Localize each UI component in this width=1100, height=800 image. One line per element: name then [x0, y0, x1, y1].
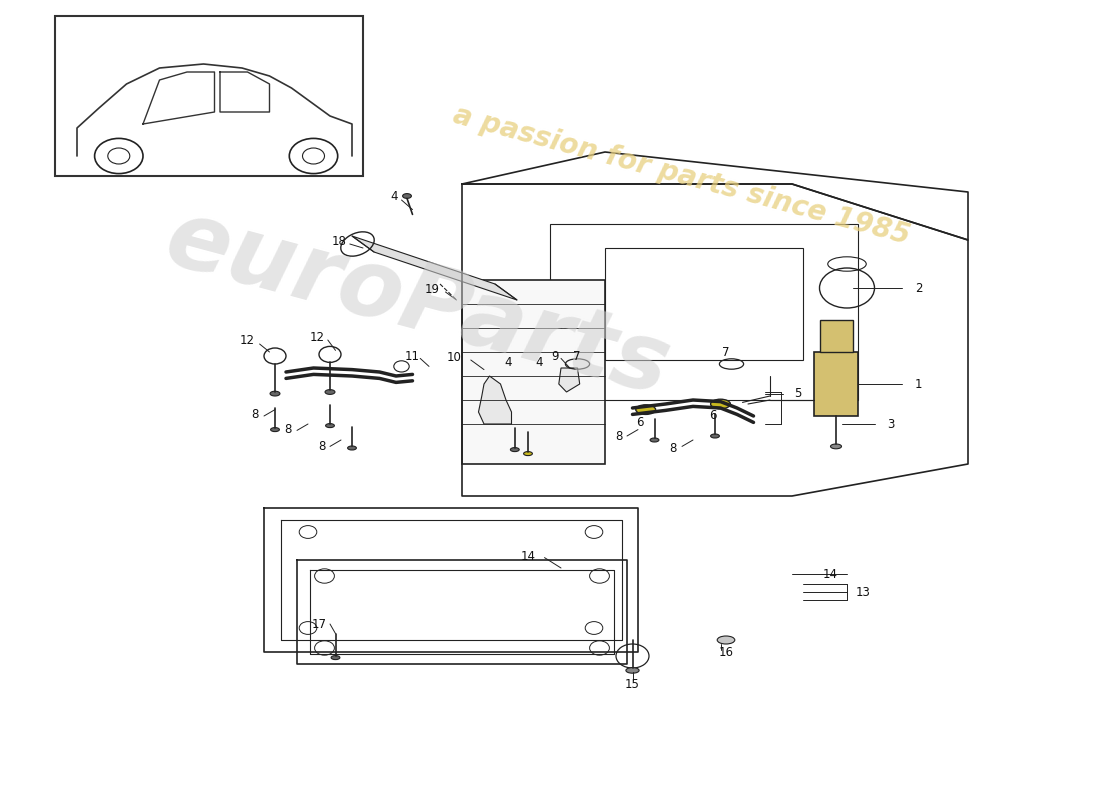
Text: 1: 1	[915, 378, 922, 390]
Bar	[55, 16, 363, 176]
Polygon shape	[814, 352, 858, 416]
Text: 8: 8	[670, 442, 676, 454]
Ellipse shape	[348, 446, 356, 450]
Ellipse shape	[403, 194, 411, 198]
Polygon shape	[462, 280, 605, 464]
Polygon shape	[559, 368, 580, 392]
Ellipse shape	[331, 655, 340, 659]
Text: 2: 2	[915, 282, 922, 294]
Text: 18: 18	[331, 235, 346, 248]
Text: 14: 14	[823, 568, 838, 581]
Ellipse shape	[271, 427, 279, 432]
Ellipse shape	[626, 667, 639, 673]
Ellipse shape	[510, 448, 519, 451]
Text: 7: 7	[723, 346, 729, 358]
Bar	[820, 320, 852, 352]
Text: 4: 4	[390, 190, 397, 202]
Text: 19: 19	[425, 283, 440, 296]
Text: 11: 11	[405, 350, 420, 362]
Text: 17: 17	[311, 618, 327, 630]
Text: 4: 4	[536, 356, 542, 369]
Ellipse shape	[717, 636, 735, 644]
Text: 8: 8	[252, 408, 258, 421]
Text: 6: 6	[637, 416, 644, 429]
Text: a passion for parts since 1985: a passion for parts since 1985	[451, 102, 913, 250]
Ellipse shape	[711, 434, 719, 438]
Text: 3: 3	[888, 418, 894, 430]
Ellipse shape	[650, 438, 659, 442]
Text: 6: 6	[710, 409, 716, 422]
Text: 10: 10	[447, 351, 462, 364]
Text: 16: 16	[718, 646, 734, 658]
Ellipse shape	[326, 424, 334, 427]
Ellipse shape	[830, 444, 842, 449]
Ellipse shape	[524, 451, 532, 455]
Ellipse shape	[270, 391, 279, 396]
Polygon shape	[352, 236, 517, 300]
Bar	[550, 224, 858, 400]
Text: 9: 9	[552, 350, 559, 362]
Bar	[605, 248, 803, 360]
Text: 7: 7	[573, 350, 580, 362]
Ellipse shape	[711, 399, 730, 409]
Text: 8: 8	[319, 440, 326, 453]
Text: 12: 12	[240, 334, 255, 347]
Ellipse shape	[326, 390, 334, 394]
Text: 14: 14	[520, 550, 536, 562]
Ellipse shape	[636, 405, 656, 414]
Text: euroParts: euroParts	[156, 193, 680, 415]
Text: 4: 4	[505, 356, 512, 369]
Polygon shape	[478, 376, 512, 424]
Text: 5: 5	[794, 387, 801, 400]
Text: 15: 15	[625, 678, 640, 690]
Text: 13: 13	[856, 586, 871, 598]
Text: 12: 12	[309, 331, 324, 344]
Text: 8: 8	[616, 430, 623, 442]
Text: 8: 8	[285, 423, 292, 436]
